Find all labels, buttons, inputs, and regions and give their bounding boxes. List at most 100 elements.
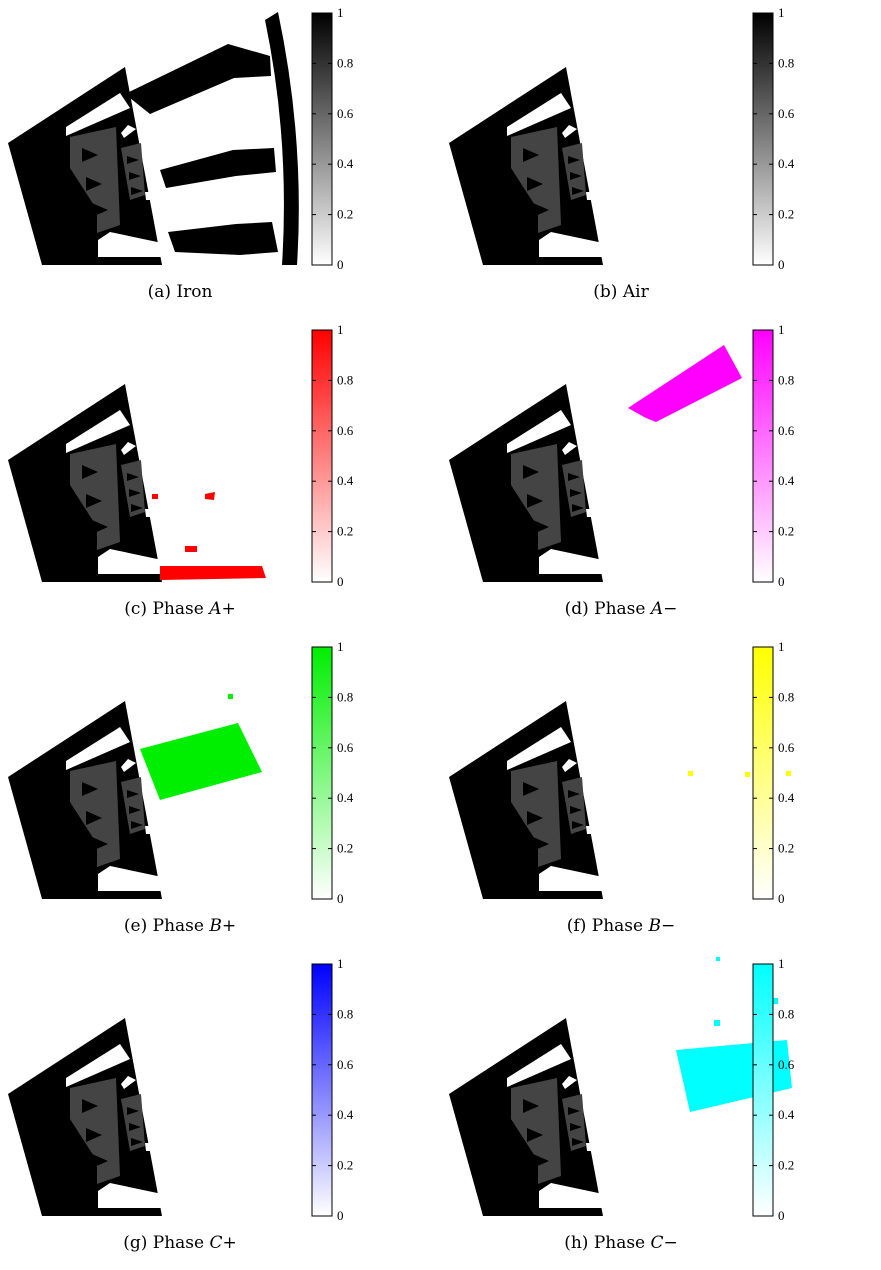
colorbar-tick-label: 1 [337, 956, 344, 971]
colorbar-tick-label: 0.2 [337, 207, 353, 222]
colorbar-tick-label: 0.6 [337, 423, 354, 438]
colorbar-tick-label: 0 [337, 891, 344, 906]
magnetization-arrow-icon [570, 172, 582, 180]
caption-phase-variable: B [209, 916, 222, 936]
subfigure-a: 0 0.2 0.4 0.6 0.8 1 (a) Iron [0, 0, 440, 317]
stator-tooth [168, 222, 278, 255]
magnetization-arrow-icon [523, 782, 539, 796]
colorbar-tick-label: 0.6 [778, 106, 795, 121]
rotor-air-pocket [66, 410, 130, 453]
magnetization-arrow-icon [523, 465, 539, 479]
magnetization-arrow-icon [92, 203, 108, 217]
colorbar-tick-label: 0.8 [778, 55, 794, 70]
rotor-air-pocket [145, 1143, 153, 1151]
rotor-air-pocket [121, 1076, 136, 1089]
caption-tag: (b) [593, 282, 623, 302]
colorbar-tick-label: 1 [778, 956, 785, 971]
colorbar-gradient [311, 329, 333, 583]
phase-density-region [745, 772, 750, 777]
rotor-air-pocket [539, 866, 603, 891]
magnetization-arrow-icon [131, 187, 143, 195]
phase-density-region [676, 1040, 792, 1112]
colorbar-tick-label: 0 [778, 1208, 785, 1223]
colorbar: 0 0.2 0.4 0.6 0.8 1 [311, 956, 354, 1223]
magnetization-arrow-icon [92, 837, 108, 851]
magnetization-arrow-icon [527, 494, 543, 508]
caption-text: Air [622, 282, 649, 302]
rotor-air-pocket [507, 727, 571, 770]
colorbar-tick-label: 0 [337, 257, 344, 272]
magnetization-arrow-icon [86, 1128, 102, 1142]
colorbar-gradient [752, 646, 774, 900]
density-plot-c: 0 0.2 0.4 0.6 0.8 1 [8, 322, 354, 589]
magnetization-arrow-icon [127, 156, 139, 164]
colorbar-tick-label: 0.2 [778, 207, 794, 222]
rotor-air-pocket [539, 549, 603, 574]
rotor-geometry [8, 12, 299, 265]
colorbar-tick-label: 0.4 [337, 790, 354, 805]
rotor-air-pocket [562, 442, 577, 455]
caption-tag: (a) [147, 282, 177, 302]
colorbar-tick-label: 1 [778, 322, 785, 337]
rotor-air-pocket [539, 232, 603, 257]
colorbar-tick-label: 0.4 [337, 1107, 354, 1122]
colorbar-tick-label: 0.8 [337, 372, 353, 387]
stator-tooth [125, 44, 271, 114]
caption-text: Phase [593, 1233, 651, 1253]
magnetization-arrow-icon [533, 203, 549, 217]
magnetization-arrow-icon [86, 494, 102, 508]
magnetization-arrow-icon [92, 1154, 108, 1168]
magnetization-arrow-icon [572, 1138, 584, 1146]
colorbar-tick-label: 0.2 [778, 524, 794, 539]
magnetization-arrow-icon [523, 1099, 539, 1113]
colorbar-tick-label: 0.6 [778, 1057, 795, 1072]
colorbar-tick-label: 0 [778, 574, 785, 589]
colorbar-tick-label: 0.4 [778, 1107, 795, 1122]
caption-phase-sign: − [663, 599, 678, 619]
colorbar-tick-label: 0.2 [778, 1158, 794, 1173]
rotor-geometry [8, 1018, 162, 1216]
colorbar-tick-label: 0.8 [337, 689, 353, 704]
subfigure-caption: (f) Phase B− [441, 916, 801, 936]
density-plot-d: 0 0.2 0.4 0.6 0.8 1 [449, 322, 795, 589]
magnetization-arrow-icon [127, 473, 139, 481]
subfigure-e: 0 0.2 0.4 0.6 0.8 1 (e) Phase B+ [0, 634, 440, 951]
phase-density-region [628, 345, 742, 422]
magnetization-arrow-icon [127, 790, 139, 798]
magnetization-arrow-icon [570, 489, 582, 497]
magnetization-arrow-icon [533, 520, 549, 534]
stator-tooth [160, 148, 276, 188]
rotor-air-pocket [66, 727, 130, 770]
colorbar: 0 0.2 0.4 0.6 0.8 1 [311, 5, 354, 272]
colorbar-gradient [311, 646, 333, 900]
caption-text: Phase [591, 916, 649, 936]
colorbar-tick-label: 0.6 [337, 1057, 354, 1072]
colorbar-tick-label: 0.8 [778, 372, 794, 387]
magnetization-arrow-icon [129, 172, 141, 180]
magnetization-arrow-icon [568, 1107, 580, 1115]
phase-density-region [205, 492, 215, 500]
magnetization-arrow-icon [572, 504, 584, 512]
caption-phase-variable: C [209, 1233, 223, 1253]
magnetization-arrow-icon [131, 1138, 143, 1146]
magnetization-arrow-icon [572, 821, 584, 829]
colorbar-tick-label: 0.4 [778, 473, 795, 488]
colorbar-tick-label: 0 [778, 257, 785, 272]
magnetization-arrow-icon [527, 177, 543, 191]
magnetization-arrow-icon [86, 811, 102, 825]
magnetization-arrow-icon [568, 473, 580, 481]
magnetization-arrow-icon [86, 177, 102, 191]
rotor-air-pocket [145, 192, 153, 200]
magnetization-arrow-icon [570, 1123, 582, 1131]
rotor-geometry [8, 694, 262, 899]
subfigure-caption: (h) Phase C− [441, 1233, 801, 1253]
magnetization-arrow-icon [131, 821, 143, 829]
magnetization-arrow-icon [82, 148, 98, 162]
rotor-air-pocket [539, 1183, 603, 1208]
colorbar-tick-label: 0.2 [337, 1158, 353, 1173]
colorbar-tick-label: 0.4 [778, 790, 795, 805]
colorbar-tick-label: 0.2 [337, 841, 353, 856]
magnetization-arrow-icon [533, 1154, 549, 1168]
subfigure-caption: (g) Phase C+ [0, 1233, 360, 1253]
rotor-air-pocket [562, 1076, 577, 1089]
